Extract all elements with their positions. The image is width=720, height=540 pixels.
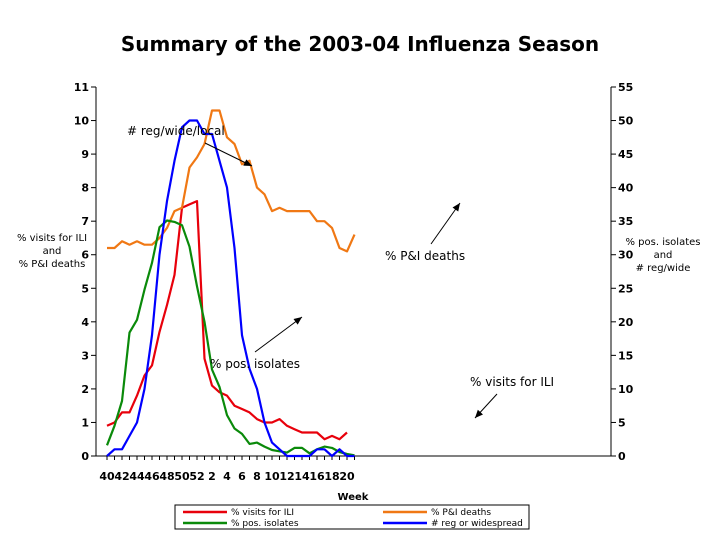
annotation-arrow-isolates [254,316,303,353]
right-tick-label: 50 [618,115,634,128]
x-tick-label: 40 [99,470,115,483]
annotation-pi-deaths: % P&I deaths [385,249,465,263]
left-tick-label: 9 [81,148,89,161]
left-tick-label: 7 [81,215,89,228]
x-tick-label: 18 [324,470,339,483]
right-axis-title-line: and [654,250,673,261]
annotation-reg-wide-local: # reg/wide/local [127,124,225,138]
right-tick-label: 15 [618,349,633,362]
left-tick-label: 1 [81,416,89,429]
left-tick-label: 3 [81,349,89,362]
x-tick-label: 10 [264,470,280,483]
pos-isolates-line [105,219,355,457]
right-axis-title-line: # reg/wide [636,263,691,274]
legend-entry: % P&I deaths [431,508,491,518]
annotation-pos-isolates: % pos. isolates [210,357,300,371]
right-tick-label: 45 [618,148,633,161]
x-tick-label: 8 [253,470,261,483]
x-tick-label: 50 [174,470,190,483]
annotation-arrow-reg-head [243,159,252,166]
reg-widespread-line [106,119,355,458]
left-tick-label: 5 [81,282,89,295]
x-tick-label: 12 [279,470,294,483]
left-axis-title-line: and [43,246,62,257]
annotation-arrow-pi-head [452,203,460,212]
annotation-arrow-isolates-head [293,317,302,325]
x-tick-label: 2 [208,470,216,483]
right-tick-label: 10 [618,383,634,396]
left-tick-label: 2 [81,383,89,396]
legend-entry: # reg or widespread [431,519,523,529]
annotation-ili-visits: % visits for ILI [470,375,554,389]
right-tick-label: 0 [618,450,626,463]
right-tick-label: 5 [618,416,626,429]
x-axis-title: Week [338,492,369,503]
chart-title: Summary of the 2003-04 Influenza Season [120,32,600,56]
right-tick-label: 20 [618,316,634,329]
left-tick-label: 0 [81,450,89,463]
x-tick-label: 48 [159,470,174,483]
left-tick-label: 8 [81,182,89,195]
x-tick-label: 52 [189,470,204,483]
left-tick-label: 6 [81,249,89,262]
ili-visits-line [106,200,348,441]
x-tick-label: 20 [339,470,355,483]
right-tick-label: 35 [618,215,633,228]
pi-deaths-line [107,109,356,253]
legend-entry: % pos. isolates [231,519,299,529]
left-axis-title-line: % P&I deaths [19,259,86,270]
left-tick-label: 11 [74,81,89,94]
annotation-arrow-ili-head [475,409,483,418]
annotation-arrow-reg [204,142,253,167]
annotation-arrow-pi [430,202,461,245]
x-tick-label: 4 [223,470,231,483]
legend-box [174,504,530,530]
x-tick-label: 14 [294,470,310,483]
x-tick-label: 6 [238,470,246,483]
left-tick-label: 10 [74,115,90,128]
x-tick-label: 44 [129,470,145,483]
right-tick-label: 30 [618,249,634,262]
x-tick-label: 16 [309,470,325,483]
right-axis-title-line: % pos. isolates [625,237,700,248]
left-tick-label: 4 [81,316,89,329]
left-axis-title-line: % visits for ILI [17,233,87,244]
legend-entry: % visits for ILI [231,508,294,518]
right-tick-label: 25 [618,282,633,295]
right-tick-label: 40 [618,182,634,195]
x-tick-label: 42 [114,470,129,483]
right-tick-label: 55 [618,81,633,94]
x-tick-label: 46 [144,470,160,483]
